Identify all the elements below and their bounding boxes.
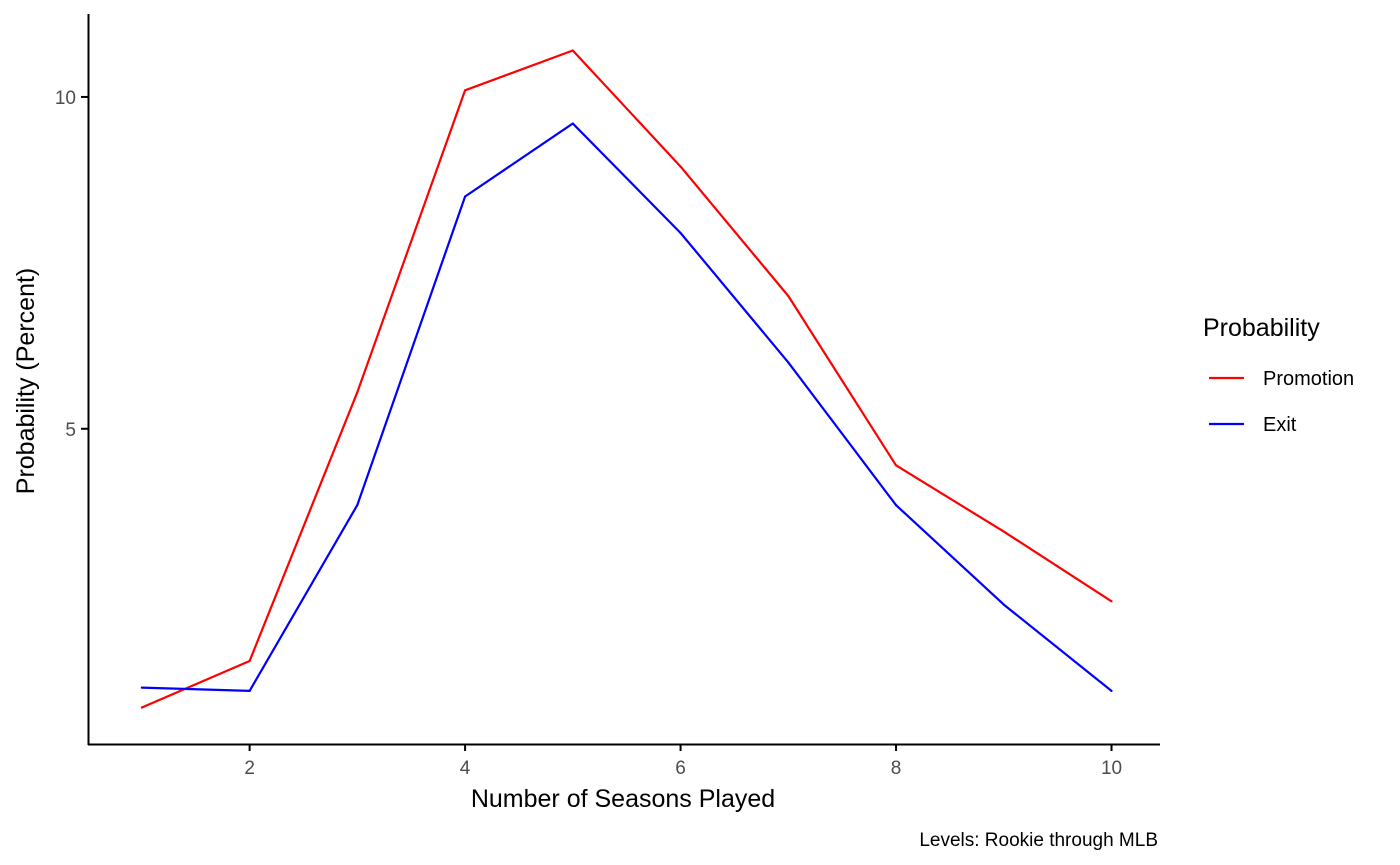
legend: Probability Promotion Exit	[1203, 314, 1354, 436]
data-point-exit	[571, 122, 574, 125]
legend-label-exit: Exit	[1263, 414, 1297, 436]
data-point-exit	[894, 503, 898, 507]
data-point-exit	[248, 689, 251, 693]
data-point-promotion	[140, 706, 143, 709]
x-ticks: 2 4 6 8 10	[244, 744, 1122, 779]
data-point-promotion	[894, 464, 898, 467]
chart-caption: Levels: Rookie through MLB	[919, 830, 1158, 851]
legend-items: Promotion Exit	[1209, 368, 1354, 436]
data-point-exit	[140, 686, 143, 689]
data-point-exit	[463, 195, 467, 198]
x-tick-label: 8	[891, 758, 902, 779]
x-tick-label: 2	[244, 758, 255, 779]
x-axis-title: Number of Seasons Played	[471, 785, 775, 813]
series-line-promotion	[141, 49, 1113, 709]
y-tick-label: 10	[55, 88, 76, 109]
data-point-promotion	[463, 89, 467, 92]
data-point-exit	[787, 361, 790, 364]
series-layer	[140, 49, 1113, 709]
data-point-promotion	[1002, 530, 1005, 533]
y-tick-label: 5	[65, 420, 76, 441]
data-point-promotion	[787, 294, 790, 298]
data-point-promotion	[1110, 600, 1113, 603]
axes	[87, 14, 1160, 746]
legend-label-promotion: Promotion	[1263, 368, 1354, 390]
series-line-exit	[141, 122, 1113, 693]
y-ticks: 5 10	[55, 88, 88, 441]
data-point-exit	[1110, 689, 1113, 693]
data-point-promotion	[571, 49, 574, 52]
data-point-promotion	[248, 659, 251, 663]
y-axis-title: Probability (Percent)	[12, 268, 40, 494]
data-point-promotion	[356, 391, 359, 394]
data-point-exit	[356, 503, 359, 507]
x-tick-label: 4	[460, 758, 471, 779]
data-point-promotion	[679, 165, 682, 168]
legend-title: Probability	[1203, 314, 1320, 342]
data-point-exit	[1002, 603, 1005, 606]
x-tick-label: 10	[1101, 758, 1122, 779]
x-tick-label: 6	[675, 758, 686, 779]
data-point-exit	[679, 231, 682, 235]
